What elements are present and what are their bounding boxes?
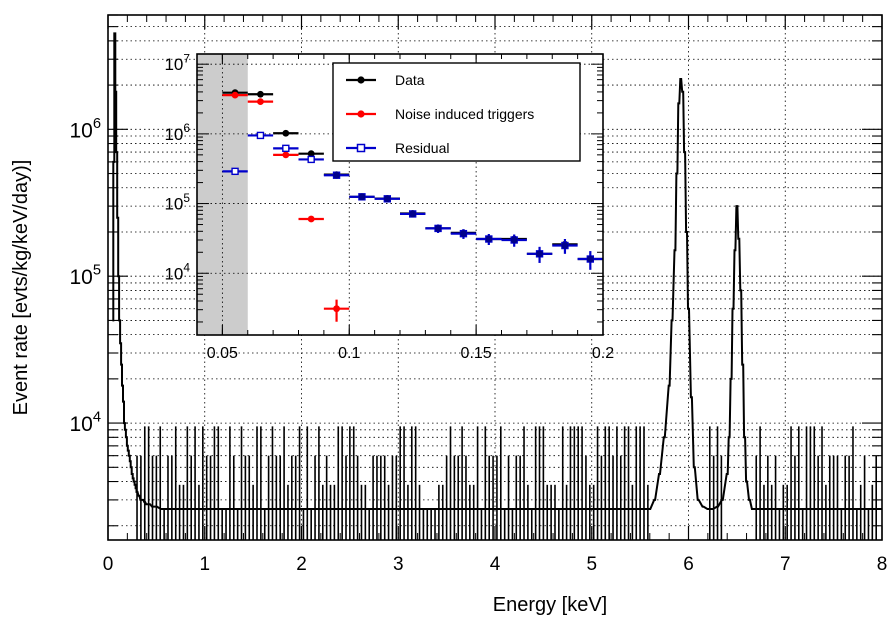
noise-induced-triggers-point: [307, 215, 315, 223]
x-tick-label: 4: [490, 554, 501, 575]
legend-marker-noise: [357, 110, 365, 118]
residual-point: [256, 131, 265, 140]
residual-point: [231, 167, 239, 176]
x-tick-label: 2: [296, 554, 307, 575]
x-tick-label: 7: [780, 554, 791, 575]
main-axes: 0 1 2 3 4 5 6 7 8 104 105 106: [69, 14, 888, 575]
data-point: [257, 90, 264, 98]
residual-overlap-point: [586, 255, 594, 263]
main-histogram: [112, 32, 883, 540]
residual-overlap-point: [510, 236, 518, 244]
residual-point: [307, 155, 315, 164]
residual-overlap-point: [383, 195, 391, 203]
inset-x-tick-label: 0.15: [461, 345, 492, 362]
inset-chart: 0.05 0.1 0.15 0.2 104 105 106 107 Data Noise in…: [164, 52, 614, 362]
legend-entry-noise: Noise induced triggers: [346, 106, 534, 122]
legend-marker-residual: [356, 143, 366, 153]
residual-overlap-point: [460, 230, 467, 238]
x-tick-label: 3: [393, 554, 404, 575]
legend: Data Noise induced triggers Residual: [332, 62, 581, 162]
data-point: [307, 150, 315, 158]
x-tick-label: 1: [199, 554, 210, 575]
y-axis-label: Event rate [evts/kg/keV/day)]: [10, 160, 32, 416]
x-tick-label: 5: [586, 554, 597, 575]
inset-axes: 0.05 0.1 0.15 0.2 104 105 106 107: [164, 52, 614, 362]
legend-label-data: Data: [395, 72, 425, 88]
y-tick-label: 104: [69, 410, 101, 436]
noise-induced-triggers-point: [282, 151, 290, 159]
data-point: [282, 129, 290, 137]
histogram-line: [112, 32, 883, 510]
residual-overlap-point: [358, 193, 366, 201]
inset-x-tick-label: 0.1: [338, 345, 360, 362]
residual-overlap-point: [561, 242, 569, 249]
noise-induced-triggers-point: [231, 91, 239, 99]
noise-induced-triggers-point: [333, 305, 340, 313]
inset-y-tick-label: 105: [164, 191, 190, 214]
inset-y-tick-label: 104: [164, 261, 190, 284]
legend-entry-data: Data: [346, 72, 425, 88]
noise-induced-triggers-point: [257, 98, 264, 106]
residual-overlap-point: [485, 235, 493, 243]
y-tick-label: 106: [69, 116, 101, 142]
x-tick-label: 0: [103, 554, 114, 575]
x-axis-label: Energy [keV]: [493, 594, 608, 616]
legend-label-noise: Noise induced triggers: [395, 106, 534, 122]
inset-x-tick-label: 0.2: [592, 345, 614, 362]
inset-y-tick-label: 107: [164, 52, 190, 75]
inset-series: [222, 89, 603, 322]
x-tick-label: 8: [877, 554, 888, 575]
legend-entry-residual: Residual: [346, 140, 449, 156]
residual-overlap-point: [434, 225, 442, 232]
inset-x-tick-label: 0.05: [207, 345, 238, 362]
residual-overlap-point: [409, 210, 417, 218]
residual-overlap-point: [333, 171, 340, 179]
y-tick-label: 105: [69, 263, 101, 289]
legend-marker-data: [357, 76, 365, 84]
inset-y-tick-label: 106: [164, 121, 190, 144]
residual-overlap-point: [536, 250, 543, 258]
x-tick-label: 6: [683, 554, 694, 575]
legend-label-residual: Residual: [395, 140, 449, 156]
residual-point: [282, 144, 290, 153]
